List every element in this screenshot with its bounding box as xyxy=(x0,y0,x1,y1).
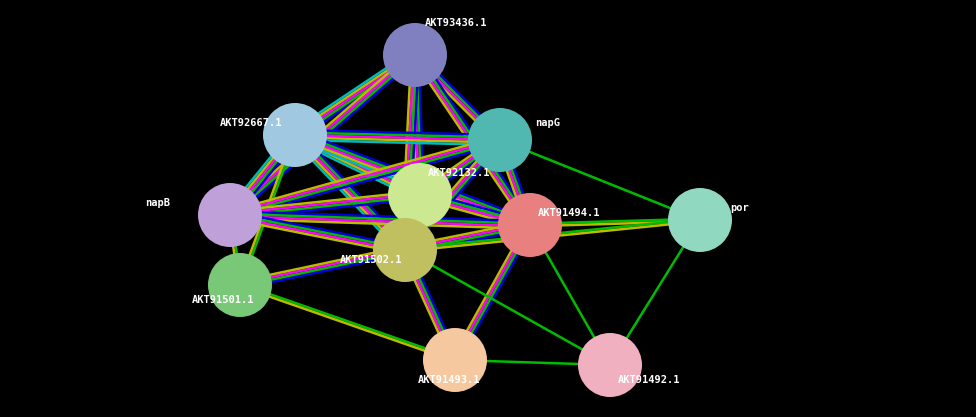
Circle shape xyxy=(423,328,487,392)
Circle shape xyxy=(263,103,327,167)
Text: napG: napG xyxy=(535,118,560,128)
Circle shape xyxy=(383,23,447,87)
Text: AKT91493.1: AKT91493.1 xyxy=(418,375,480,385)
Text: AKT91501.1: AKT91501.1 xyxy=(192,295,255,305)
Circle shape xyxy=(468,108,532,172)
Text: napB: napB xyxy=(145,198,170,208)
Text: por: por xyxy=(730,203,749,213)
Circle shape xyxy=(388,163,452,227)
Text: AKT91502.1: AKT91502.1 xyxy=(340,255,402,265)
Text: AKT91492.1: AKT91492.1 xyxy=(618,375,680,385)
Circle shape xyxy=(578,333,642,397)
Circle shape xyxy=(668,188,732,252)
Circle shape xyxy=(373,218,437,282)
Text: AKT91494.1: AKT91494.1 xyxy=(538,208,600,218)
Circle shape xyxy=(498,193,562,257)
Text: AKT92132.1: AKT92132.1 xyxy=(428,168,491,178)
Circle shape xyxy=(198,183,262,247)
Circle shape xyxy=(208,253,272,317)
Text: AKT93436.1: AKT93436.1 xyxy=(425,18,487,28)
Text: AKT92667.1: AKT92667.1 xyxy=(220,118,282,128)
